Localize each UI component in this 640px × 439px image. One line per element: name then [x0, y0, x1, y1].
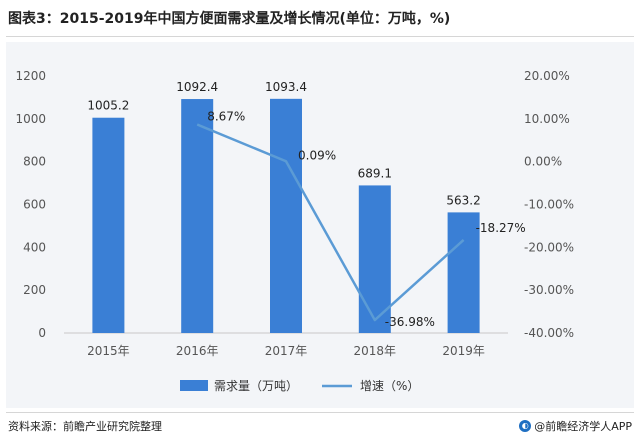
right-axis-tick-label: -30.00%	[524, 283, 574, 297]
line-value-label: -36.98%	[385, 315, 435, 329]
bar-value-label: 1093.4	[265, 80, 307, 94]
x-axis-tick-label: 2015年	[87, 344, 130, 358]
bar	[92, 117, 125, 333]
left-axis-tick-label: 0	[38, 326, 46, 340]
left-axis-tick-label: 1000	[15, 112, 46, 126]
footer-divider	[6, 412, 634, 413]
chart-title: 图表3：2015-2019年中国方便面需求量及增长情况(单位：万吨，%)	[8, 11, 451, 27]
bar	[270, 98, 302, 333]
left-axis-tick-label: 400	[23, 240, 46, 254]
growth-rate-line	[196, 123, 465, 322]
x-axis-tick-label: 2016年	[176, 344, 219, 358]
x-axis-tick-label: 2019年	[442, 344, 485, 358]
x-axis-tick-label: 2018年	[354, 344, 397, 358]
line-value-label: 8.67%	[207, 110, 245, 124]
bar-value-label: 563.2	[446, 193, 480, 207]
right-axis-tick-label: 0.00%	[524, 155, 562, 169]
brand-label: @前瞻经济学人APP	[534, 420, 632, 433]
legend-swatch-bar	[180, 380, 208, 391]
bar-value-label: 1005.2	[87, 99, 129, 113]
bar-value-label: 1092.4	[176, 80, 218, 94]
brand-credit: ◐ @前瞻经济学人APP	[519, 418, 632, 434]
left-axis-tick-label: 1200	[15, 69, 46, 83]
left-axis-tick-label: 800	[23, 155, 46, 169]
right-axis-tick-label: -20.00%	[524, 240, 574, 254]
right-axis-tick-label: -40.00%	[524, 326, 574, 340]
title-divider	[6, 36, 634, 37]
bar	[447, 212, 480, 333]
legend-label: 需求量（万吨）	[214, 379, 298, 393]
source-note: 资料来源：前瞻产业研究院整理	[8, 420, 162, 433]
x-axis-tick-label: 2017年	[265, 344, 308, 358]
left-axis-tick-label: 600	[23, 198, 46, 212]
left-axis-tick-label: 200	[23, 283, 46, 297]
brand-logo-icon: ◐	[519, 420, 532, 432]
legend-label: 增速（%）	[360, 379, 419, 393]
right-axis-tick-label: 20.00%	[524, 69, 570, 83]
line-value-label: 0.09%	[298, 148, 336, 162]
right-axis-tick-label: -10.00%	[524, 198, 574, 212]
bar	[181, 99, 214, 333]
bar-value-label: 689.1	[358, 166, 392, 180]
right-axis-tick-label: 10.00%	[524, 112, 570, 126]
line-value-label: -18.27%	[476, 221, 526, 235]
bar	[358, 185, 391, 333]
